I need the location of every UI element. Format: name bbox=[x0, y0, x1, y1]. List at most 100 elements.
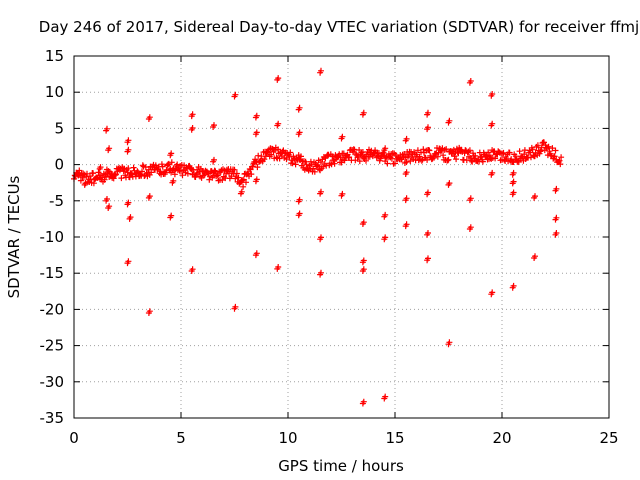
data-point bbox=[170, 177, 177, 184]
data-point bbox=[265, 149, 272, 156]
data-point bbox=[431, 154, 437, 161]
data-point bbox=[403, 221, 410, 228]
data-point bbox=[146, 308, 153, 315]
data-point bbox=[467, 195, 474, 202]
data-point bbox=[532, 253, 538, 260]
data-point bbox=[510, 189, 517, 196]
data-point bbox=[318, 234, 324, 241]
data-point bbox=[146, 114, 153, 121]
data-point bbox=[275, 120, 282, 127]
data-point bbox=[289, 160, 296, 167]
data-point bbox=[446, 180, 453, 187]
data-point bbox=[492, 155, 499, 162]
data-point bbox=[499, 150, 506, 157]
data-point bbox=[529, 146, 536, 153]
data-point bbox=[552, 147, 559, 154]
data-point bbox=[310, 165, 317, 172]
y-tick-label: 5 bbox=[54, 119, 64, 137]
data-point bbox=[339, 133, 346, 140]
data-point bbox=[77, 177, 84, 184]
data-point bbox=[360, 266, 367, 273]
x-axis-title: GPS time / hours bbox=[278, 457, 404, 475]
data-point bbox=[318, 269, 324, 276]
data-point bbox=[346, 154, 353, 161]
axis-ticks: 0 5 10 15 20 25 15 10 5 0 -5 -10 -15 -20 -25 -30 -35 bbox=[40, 47, 619, 447]
data-point bbox=[360, 219, 367, 226]
data-point bbox=[171, 171, 178, 178]
data-point bbox=[425, 124, 431, 131]
data-point bbox=[545, 143, 552, 150]
data-point bbox=[331, 160, 338, 167]
data-point bbox=[506, 149, 513, 156]
data-point bbox=[82, 180, 89, 187]
data-point bbox=[296, 196, 303, 203]
y-tick-label: -25 bbox=[40, 337, 65, 355]
data-point bbox=[553, 214, 560, 221]
chart-title: Day 246 of 2017, Sidereal Day-to-day VTE… bbox=[39, 18, 639, 36]
data-point bbox=[106, 145, 113, 152]
data-points bbox=[71, 67, 565, 407]
data-point bbox=[318, 188, 324, 195]
data-point bbox=[446, 117, 453, 124]
data-point bbox=[489, 169, 496, 176]
data-point bbox=[510, 169, 517, 176]
data-point bbox=[467, 224, 474, 231]
data-point bbox=[90, 170, 97, 177]
data-point bbox=[273, 154, 280, 161]
data-point bbox=[556, 157, 563, 164]
data-point bbox=[453, 156, 460, 163]
data-point bbox=[240, 183, 247, 190]
data-point bbox=[253, 129, 260, 136]
data-point bbox=[101, 176, 108, 183]
data-point bbox=[446, 339, 453, 346]
data-point bbox=[489, 91, 496, 97]
data-point bbox=[253, 112, 260, 119]
data-point bbox=[356, 158, 363, 165]
data-point bbox=[287, 149, 294, 156]
data-point bbox=[124, 169, 131, 176]
data-point bbox=[231, 166, 238, 173]
data-point bbox=[104, 125, 110, 132]
data-point bbox=[303, 161, 310, 168]
data-point bbox=[534, 142, 541, 149]
data-point bbox=[211, 156, 217, 163]
y-tick-label: -10 bbox=[40, 228, 65, 246]
data-point bbox=[416, 153, 423, 160]
data-point bbox=[336, 151, 343, 158]
data-point bbox=[557, 161, 564, 168]
y-tick-label: 10 bbox=[45, 83, 64, 101]
data-point bbox=[235, 174, 242, 181]
data-point bbox=[414, 147, 421, 154]
data-point bbox=[254, 164, 261, 171]
y-tick-label: -35 bbox=[40, 409, 65, 427]
data-point bbox=[425, 189, 431, 196]
data-point bbox=[403, 195, 410, 202]
data-point bbox=[232, 91, 239, 98]
data-point bbox=[382, 393, 389, 400]
data-point bbox=[420, 146, 427, 153]
data-point bbox=[338, 159, 345, 166]
data-point bbox=[479, 158, 486, 165]
data-point bbox=[168, 159, 175, 166]
data-point bbox=[125, 137, 132, 144]
data-point bbox=[97, 164, 104, 171]
data-point bbox=[211, 167, 218, 174]
x-tick-label: 20 bbox=[492, 429, 511, 447]
data-point bbox=[106, 203, 113, 210]
data-point bbox=[360, 398, 367, 405]
data-point bbox=[382, 234, 389, 241]
data-point bbox=[510, 178, 517, 185]
data-point bbox=[516, 148, 523, 155]
data-point bbox=[296, 129, 303, 136]
data-point bbox=[125, 199, 132, 206]
data-point bbox=[369, 153, 376, 160]
data-point bbox=[125, 146, 132, 153]
data-point bbox=[148, 169, 155, 176]
data-point bbox=[189, 266, 196, 273]
data-point bbox=[510, 282, 517, 289]
data-point bbox=[118, 175, 125, 182]
data-point bbox=[146, 193, 153, 200]
data-point bbox=[512, 153, 519, 160]
data-point bbox=[553, 230, 560, 236]
data-point bbox=[486, 152, 493, 159]
